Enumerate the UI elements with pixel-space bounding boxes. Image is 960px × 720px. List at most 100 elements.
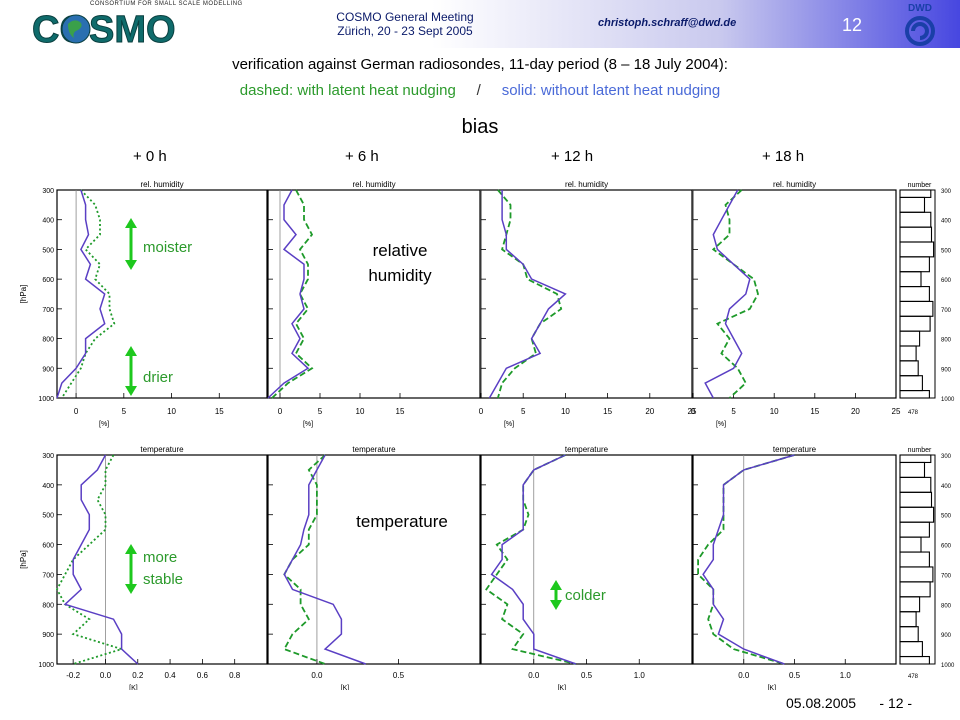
number-bar-rh-14 — [899, 390, 930, 399]
number-ytick-rh-500: 500 — [941, 248, 952, 254]
number-bar-rh-13 — [899, 375, 923, 392]
series-dashed-rh-0 — [61, 189, 116, 399]
xtick-label-rh-1-2: 10 — [356, 407, 365, 416]
number-bar-rh-1 — [899, 196, 926, 213]
series-dashed-temp-2 — [485, 454, 577, 665]
panel-title-temp-2: temperature — [565, 445, 609, 454]
number-bar-temp-2 — [899, 476, 932, 493]
panel-title-temp-3: temperature — [773, 445, 817, 454]
number-ytick-temp-700: 700 — [941, 573, 952, 579]
xlabel-temp-1: [K] — [341, 685, 350, 690]
panel-frame-temp-1 — [267, 454, 481, 665]
annotation-more: more — [143, 549, 177, 566]
ytick-label-rh-500: 500 — [42, 247, 54, 254]
xlabel-rh-3: [%] — [716, 421, 726, 428]
xlabel-temp-3: [K] — [767, 685, 776, 690]
annotation-humidity: humidity — [368, 266, 432, 285]
number-bar-temp-12 — [899, 626, 919, 643]
number-bar-temp-0 — [899, 454, 932, 464]
number-bar-temp-10 — [899, 596, 921, 613]
ytick-label-rh-900: 900 — [42, 366, 54, 373]
number-bar-temp-6 — [899, 536, 922, 553]
number-ytick-temp-300: 300 — [941, 454, 952, 460]
legend-line: dashed: with latent heat nudging / solid… — [0, 82, 960, 99]
annotation-relative: relative — [373, 241, 428, 260]
legend-dashed: dashed: with latent heat nudging — [239, 82, 456, 99]
number-total-temp: 478 — [908, 674, 919, 680]
lead-time-6h: + 6 h — [345, 148, 379, 165]
slide-number: 12 — [842, 15, 863, 35]
series-solid-rh-2 — [488, 190, 567, 399]
ytick-label-temp-600: 600 — [42, 543, 54, 550]
xtick-label-rh-2-0: 0 — [479, 407, 484, 416]
number-bar-rh-0 — [899, 189, 932, 198]
number-ytick-temp-400: 400 — [941, 484, 952, 490]
series-solid-rh-0 — [56, 189, 106, 399]
number-bar-rh-7 — [899, 286, 930, 302]
xlabel-rh-1: [%] — [303, 421, 313, 428]
xtick-label-temp-1-0: 0.0 — [311, 671, 323, 680]
panel-frame-rh-1 — [267, 189, 481, 399]
cosmo-logo: COSMO — [32, 9, 177, 47]
xtick-label-rh-1-0: 0 — [278, 407, 283, 416]
xtick-label-rh-1-1: 5 — [318, 407, 323, 416]
xtick-label-temp-3-2: 1.0 — [840, 671, 852, 680]
annotation-temperature: temperature — [356, 512, 448, 531]
number-bar-temp-3 — [899, 491, 933, 508]
panel-frame-rh-3 — [692, 189, 897, 399]
xtick-label-rh-2-1: 5 — [521, 407, 526, 416]
xtick-label-temp-2-1: 0.5 — [581, 671, 593, 680]
moister-arrow-head-down — [125, 260, 137, 270]
xlabel-rh-2: [%] — [504, 421, 514, 428]
number-ytick-temp-900: 900 — [941, 633, 952, 639]
ytick-label-rh-800: 800 — [42, 337, 54, 344]
xlabel-temp-2: [K] — [557, 685, 566, 690]
xtick-label-rh-2-4: 20 — [645, 407, 654, 416]
colder-arrow-head-up — [550, 580, 562, 590]
number-bar-rh-4 — [899, 241, 935, 258]
number-bar-temp-1 — [899, 461, 926, 478]
number-ytick-temp-1000: 1000 — [941, 663, 955, 669]
xtick-label-temp-3-1: 0.5 — [789, 671, 801, 680]
xtick-label-rh-2-5: 25 — [688, 407, 697, 416]
number-bar-rh-10 — [899, 330, 921, 347]
panel-title-temp-0: temperature — [140, 445, 184, 454]
ytick-label-rh-600: 600 — [42, 277, 54, 284]
footer-date: 05.08.2005 — [786, 695, 857, 711]
subtitle-verification: verification against German radiosondes,… — [232, 56, 728, 73]
meeting-info: COSMO General Meeting Zürich, 20 - 23 Se… — [300, 10, 510, 38]
colder-arrow-head-down — [550, 600, 562, 610]
ylabel-temp: [hPa] — [19, 550, 28, 569]
drier-arrow-head-up — [125, 346, 137, 356]
xtick-label-temp-0-5: 0.8 — [229, 671, 241, 680]
xtick-label-temp-2-2: 1.0 — [634, 671, 646, 680]
panel-title-rh-3: rel. humidity — [773, 180, 816, 189]
number-bar-rh-3 — [899, 226, 933, 243]
ytick-label-temp-300: 300 — [42, 453, 54, 460]
globe-land-icon — [68, 20, 82, 38]
number-ytick-temp-500: 500 — [941, 514, 952, 520]
xtick-label-rh-3-0: 0 — [691, 407, 696, 416]
xtick-label-rh-3-4: 20 — [851, 407, 860, 416]
dwd-logo-text: DWD — [908, 3, 932, 14]
series-solid-rh-1 — [267, 189, 310, 399]
xtick-label-rh-2-3: 15 — [603, 407, 612, 416]
series-dashed-temp-0 — [55, 454, 125, 665]
xtick-label-rh-1-3: 15 — [396, 407, 405, 416]
xtick-label-temp-0-4: 0.6 — [197, 671, 209, 680]
lead-time-12h: + 12 h — [551, 148, 594, 165]
number-bar-temp-14 — [899, 655, 930, 665]
number-bar-rh-6 — [899, 271, 922, 288]
number-ytick-temp-600: 600 — [941, 544, 952, 550]
series-dashed-rh-1 — [271, 189, 314, 399]
ylabel-rh: [hPa] — [19, 285, 28, 304]
number-title-temp: number — [908, 447, 932, 454]
cosmo-logo-text: COSMO — [32, 9, 176, 46]
number-bar-rh-9 — [899, 315, 931, 332]
xtick-label-rh-0-2: 10 — [167, 407, 176, 416]
ytick-label-temp-900: 900 — [42, 632, 54, 639]
bias-heading: bias — [461, 116, 499, 138]
number-total-rh: 478 — [908, 410, 919, 416]
xtick-label-rh-0-0: 0 — [74, 407, 79, 416]
series-solid-temp-0 — [63, 454, 139, 665]
